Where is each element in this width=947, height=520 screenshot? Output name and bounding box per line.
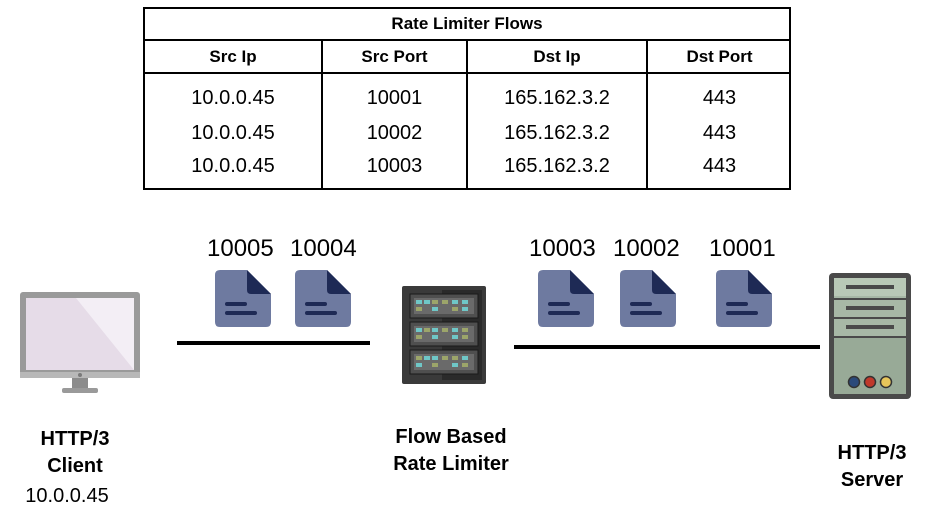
server-line2: Server [840, 469, 904, 491]
cell-src-ip: 10.0.0.45 [191, 122, 275, 144]
rate-limiter-rack-icon [402, 286, 486, 384]
column-divider [646, 41, 648, 188]
document-icon [620, 270, 676, 327]
client-link-line [177, 341, 370, 345]
column-divider [466, 41, 468, 188]
limiter-caption: Flow Based Rate Limiter [366, 424, 536, 478]
document-icon [538, 270, 594, 327]
packet-port-label: 10002 [613, 235, 680, 262]
header-src-port: Src Port [361, 47, 428, 66]
rate-limiter-flows-table: Rate Limiter Flows Src Ip Src Port Dst I… [143, 7, 791, 190]
packet-port-label: 10004 [290, 235, 357, 262]
server-caption: HTTP/3 Server [812, 440, 932, 494]
server-tower-icon [829, 273, 911, 399]
server-line1: HTTP/3 [837, 442, 907, 464]
cell-src-port: 10003 [366, 155, 423, 177]
header-src-ip: Src Ip [209, 47, 257, 66]
limiter-line2: Rate Limiter [393, 453, 509, 475]
cell-src-port: 10002 [366, 122, 423, 144]
cell-src-ip: 10.0.0.45 [191, 155, 275, 177]
limiter-line1: Flow Based [395, 426, 507, 448]
header-dst-port: Dst Port [686, 47, 753, 66]
packet-port-label: 10003 [529, 235, 596, 262]
document-icon [295, 270, 351, 327]
header-dst-ip: Dst Ip [533, 47, 581, 66]
cell-dst-ip: 165.162.3.2 [504, 155, 610, 177]
client-ip: 10.0.0.45 [25, 485, 109, 507]
client-caption: HTTP/3 Client [20, 426, 130, 480]
cell-src-port: 10001 [366, 87, 423, 109]
client-line2: Client [47, 455, 103, 477]
cell-dst-port: 443 [702, 155, 737, 177]
document-icon [716, 270, 772, 327]
server-link-line [514, 345, 820, 349]
document-icon [215, 270, 271, 327]
cell-dst-ip: 165.162.3.2 [504, 122, 610, 144]
cell-dst-port: 443 [702, 87, 737, 109]
packet-port-label: 10005 [207, 235, 274, 262]
client-line1: HTTP/3 [40, 428, 110, 450]
cell-dst-port: 443 [702, 122, 737, 144]
client-monitor-icon [20, 292, 140, 393]
table-title: Rate Limiter Flows [145, 9, 789, 41]
packet-port-label: 10001 [709, 235, 776, 262]
column-divider [321, 41, 323, 188]
cell-dst-ip: 165.162.3.2 [504, 87, 610, 109]
cell-src-ip: 10.0.0.45 [191, 87, 275, 109]
